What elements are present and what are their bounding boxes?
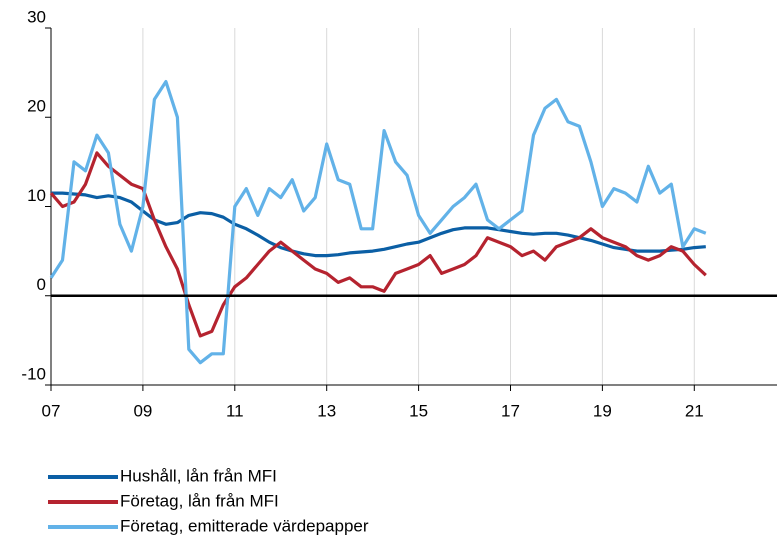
legend-label: Företag, emitterade värdepapper xyxy=(120,516,369,535)
x-tick-label: 21 xyxy=(685,401,704,420)
legend-label: Företag, lån från MFI xyxy=(120,491,279,510)
x-tick-label: 09 xyxy=(133,401,152,420)
series-line xyxy=(49,80,707,365)
series-line xyxy=(49,151,707,338)
series-line xyxy=(51,191,706,258)
x-tick-label: 13 xyxy=(317,401,336,420)
x-tick-label: 15 xyxy=(409,401,428,420)
y-tick-label: 10 xyxy=(27,186,46,205)
x-tick-label: 11 xyxy=(226,401,244,420)
x-tick-label: 07 xyxy=(42,401,61,420)
legend-label: Hushåll, lån från MFI xyxy=(120,466,277,485)
y-tick-label: 20 xyxy=(27,97,46,116)
y-tick-label: -10 xyxy=(21,364,46,383)
y-tick-label: 30 xyxy=(27,7,46,26)
y-tick-label: 0 xyxy=(37,275,46,294)
x-tick-label: 19 xyxy=(593,401,612,420)
x-tick-label: 17 xyxy=(501,401,520,420)
